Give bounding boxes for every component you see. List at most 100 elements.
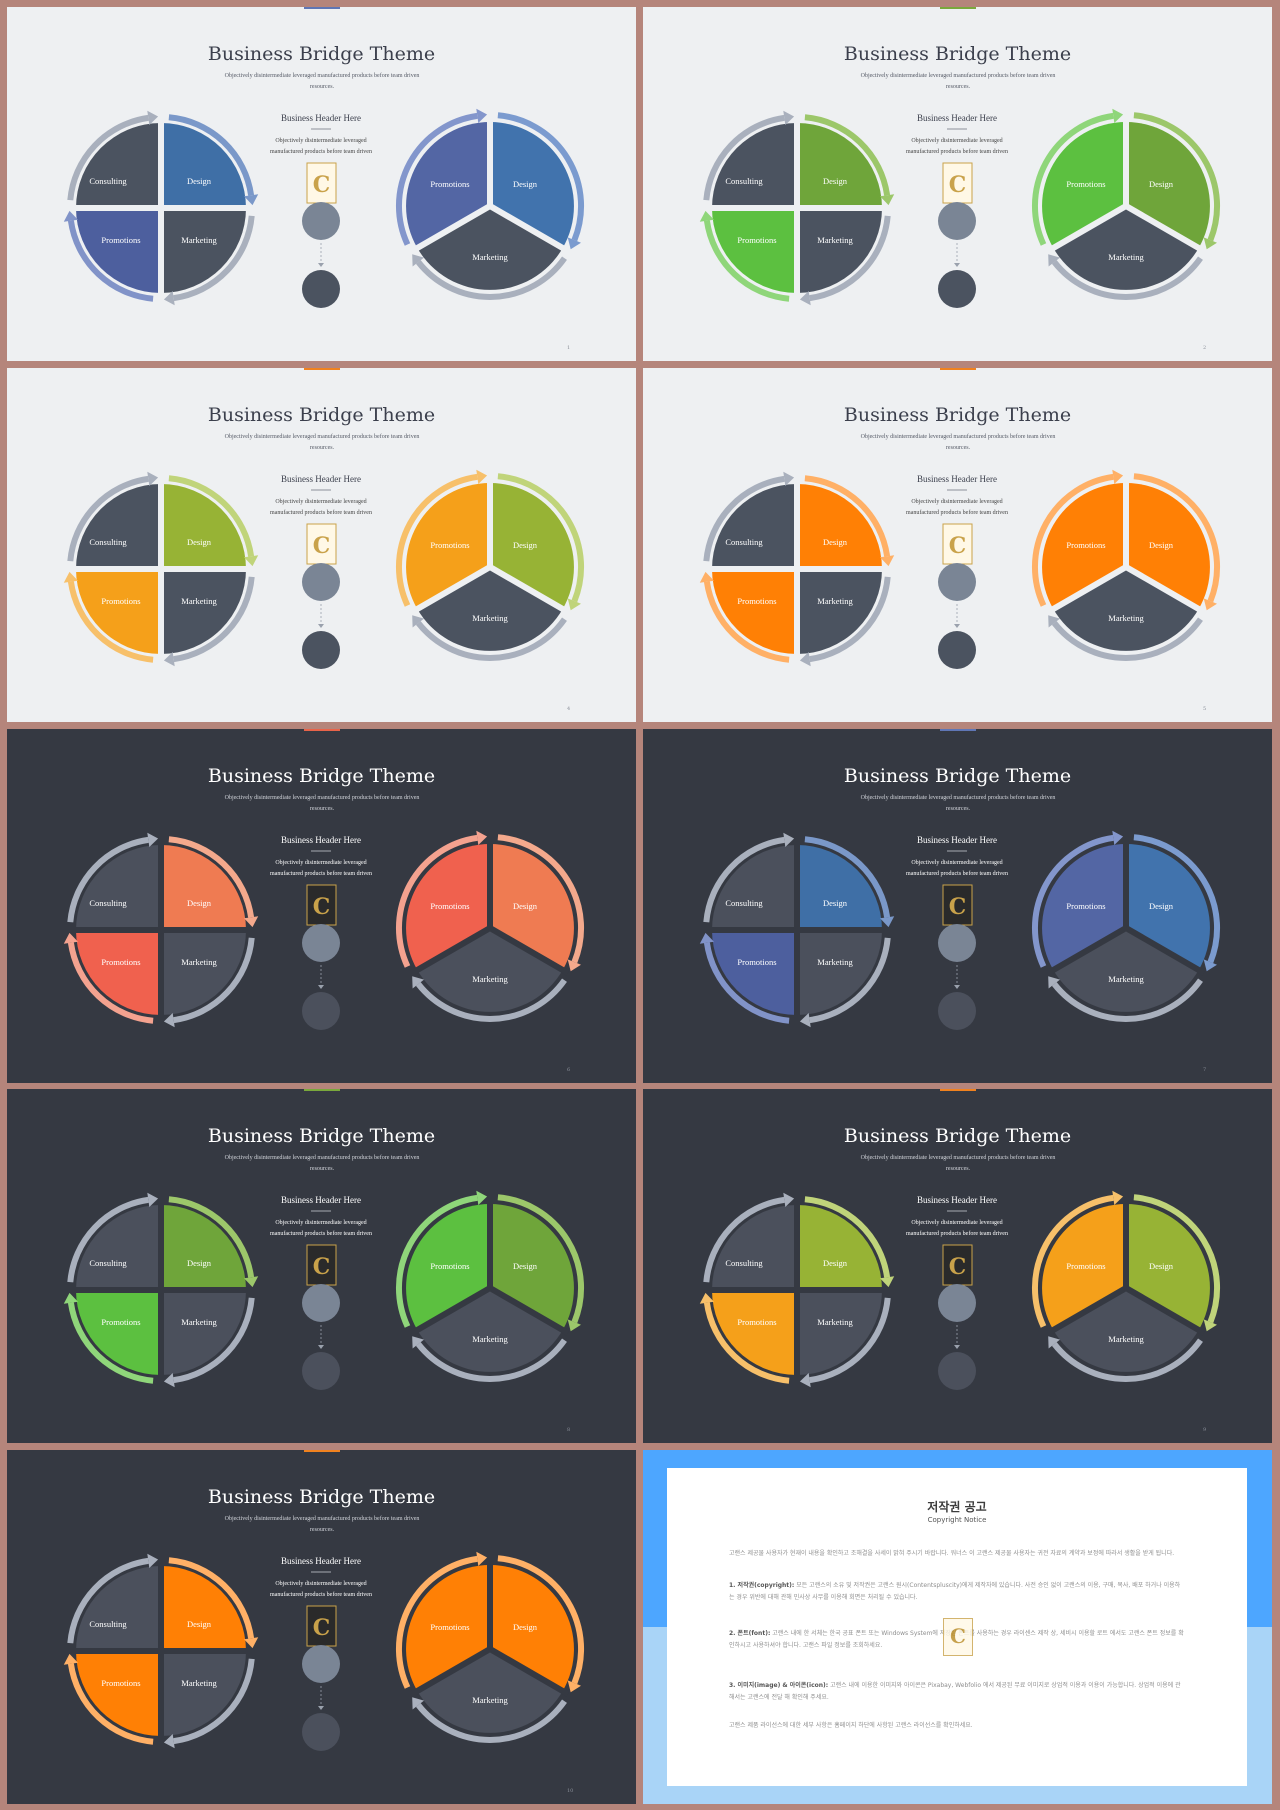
flow-circle-top <box>938 924 976 962</box>
page-number: 2 <box>1203 345 1207 351</box>
arrow-arc-design-segment <box>1133 1194 1220 1324</box>
arrow-arc-promotions <box>703 581 790 663</box>
arrow-head-design-segment <box>1203 598 1217 611</box>
body-line-2: manufactured products before team driven <box>270 1230 372 1237</box>
quadrant-marketing <box>161 569 246 654</box>
arrow-arc-design <box>168 836 255 918</box>
quadrant-consulting <box>76 1566 161 1651</box>
body-line-2: manufactured products before team driven <box>270 870 372 877</box>
business-header: Business Header Here <box>281 1556 361 1566</box>
arrow-arc-promotions-segment <box>395 1194 478 1328</box>
arrow-arc-marketing <box>809 937 891 1024</box>
arrow-head-promotions <box>699 571 714 583</box>
quadrant-cycle-chart: Consulting Design Promotions Marketing <box>63 1192 259 1388</box>
arrow-head-design-segment <box>567 1680 581 1693</box>
label-promotions: Promotions <box>101 1678 140 1688</box>
process-diagram: Consulting Design Promotions Marketing Busin… <box>63 108 584 308</box>
arrow-head-promotions-segment <box>1112 1190 1124 1205</box>
page-number: 8 <box>567 1427 571 1433</box>
arrow-arc-marketing-segment <box>1051 1338 1203 1382</box>
segment-gap-3 <box>1046 925 1128 976</box>
center-flow: Business Header Here Objectively disinter… <box>906 1195 1008 1390</box>
arrow-head-design-segment <box>1203 1319 1217 1332</box>
label-promotions: Promotions <box>101 596 140 606</box>
flow-connector-arrow-icon <box>954 263 960 267</box>
quadrant-consulting <box>76 845 161 930</box>
segment-marketing <box>1053 567 1199 651</box>
arrow-arc-marketing-segment <box>1051 256 1203 300</box>
arrow-arc-marketing-segment <box>415 978 567 1022</box>
arrow-arc-consulting <box>703 1196 785 1283</box>
arrow-head-design-segment <box>567 598 581 611</box>
slide-accent-bar <box>304 7 340 9</box>
three-segment-cycle-chart: Promotions Design Marketing <box>1031 1190 1220 1382</box>
label-design: Design <box>823 537 848 547</box>
process-diagram: Consulting Design Promotions Marketing Busin… <box>63 830 584 1030</box>
flow-circle-bottom <box>302 1352 340 1390</box>
center-flow: Business Header Here Objectively disinter… <box>906 474 1008 669</box>
notice-license-text: 고랜스 제품 라이선스에 대한 세부 사항은 홈페이지 하단에 사항된 고랜스 … <box>729 1722 973 1729</box>
arrow-head-design <box>244 1276 259 1288</box>
segment-gap-2 <box>1124 925 1206 976</box>
arrow-arc-design-segment <box>1133 112 1220 242</box>
segment-marketing <box>417 1288 563 1372</box>
flow-circle-bottom <box>302 1713 340 1751</box>
arrow-head-marketing-segment <box>412 1697 424 1710</box>
segment-label-design: Design <box>1149 540 1174 550</box>
segment-label-marketing: Marketing <box>472 1695 508 1705</box>
arrow-head-marketing <box>163 652 175 667</box>
arrow-head-design-segment <box>567 1319 581 1332</box>
quadrant-cycle-chart: Consulting Design Promotions Marketing <box>699 471 895 667</box>
arrow-arc-promotions <box>67 942 154 1024</box>
brand-logo-icon: C <box>306 162 337 204</box>
flow-circle-bottom <box>938 631 976 669</box>
label-design: Design <box>823 898 848 908</box>
arrow-head-consulting <box>147 471 159 486</box>
slide-title: Business Bridge Theme <box>207 404 436 426</box>
segment-gap-3 <box>1046 203 1128 254</box>
three-segment-cycle-chart: Promotions Design Marketing <box>395 108 584 300</box>
label-design: Design <box>187 537 212 547</box>
quadrant-consulting <box>712 1205 797 1290</box>
body-line-1: Objectively disintermediate leveraged <box>275 860 366 866</box>
flow-circle-top <box>302 202 340 240</box>
slide-2: Business Bridge Theme Objectively disinte… <box>643 7 1272 361</box>
segment-label-marketing: Marketing <box>1108 974 1144 984</box>
arrow-arc-promotions <box>67 220 154 302</box>
label-promotions: Promotions <box>737 1317 776 1327</box>
segment-label-promotions: Promotions <box>1066 540 1105 550</box>
quadrant-marketing <box>797 930 882 1015</box>
page-number: 4 <box>567 706 571 712</box>
process-diagram: Consulting Design Promotions Marketing Busin… <box>699 469 1220 669</box>
arrow-head-marketing-segment <box>1048 615 1060 628</box>
arrow-arc-marketing-segment <box>1051 617 1203 661</box>
arrow-head-design <box>244 194 259 206</box>
segment-marketing <box>1053 1288 1199 1372</box>
flow-circle-top <box>302 924 340 962</box>
body-line-2: manufactured products before team driven <box>906 509 1008 516</box>
segment-marketing <box>417 928 563 1012</box>
arrow-arc-consulting <box>703 114 785 201</box>
quadrant-promotions <box>712 930 797 1015</box>
label-consulting: Consulting <box>89 176 127 186</box>
slide-5: Business Bridge Theme Objectively disinte… <box>643 368 1272 722</box>
page-number: 7 <box>1203 1067 1207 1073</box>
segment-gap-3 <box>1046 564 1128 615</box>
quadrant-consulting <box>712 484 797 569</box>
arrow-head-marketing <box>163 1373 175 1388</box>
slide-title: Business Bridge Theme <box>207 1486 436 1508</box>
label-consulting: Consulting <box>89 537 127 547</box>
body-line-1: Objectively disintermediate leveraged <box>911 1220 1002 1226</box>
arrow-head-consulting <box>147 110 159 125</box>
label-consulting: Consulting <box>89 1619 127 1629</box>
body-line-1: Objectively disintermediate leveraged <box>911 499 1002 505</box>
slide-title: Business Bridge Theme <box>843 765 1072 787</box>
segment-label-marketing: Marketing <box>1108 1334 1144 1344</box>
brand-logo-icon: C <box>306 884 337 926</box>
label-marketing: Marketing <box>817 957 853 967</box>
flow-connector-arrow-icon <box>954 624 960 628</box>
center-flow: Business Header Here Objectively disinter… <box>270 474 372 669</box>
arrow-arc-marketing <box>173 215 255 302</box>
arrow-head-promotions <box>63 210 78 222</box>
flow-connector-arrow-icon <box>318 1706 324 1710</box>
